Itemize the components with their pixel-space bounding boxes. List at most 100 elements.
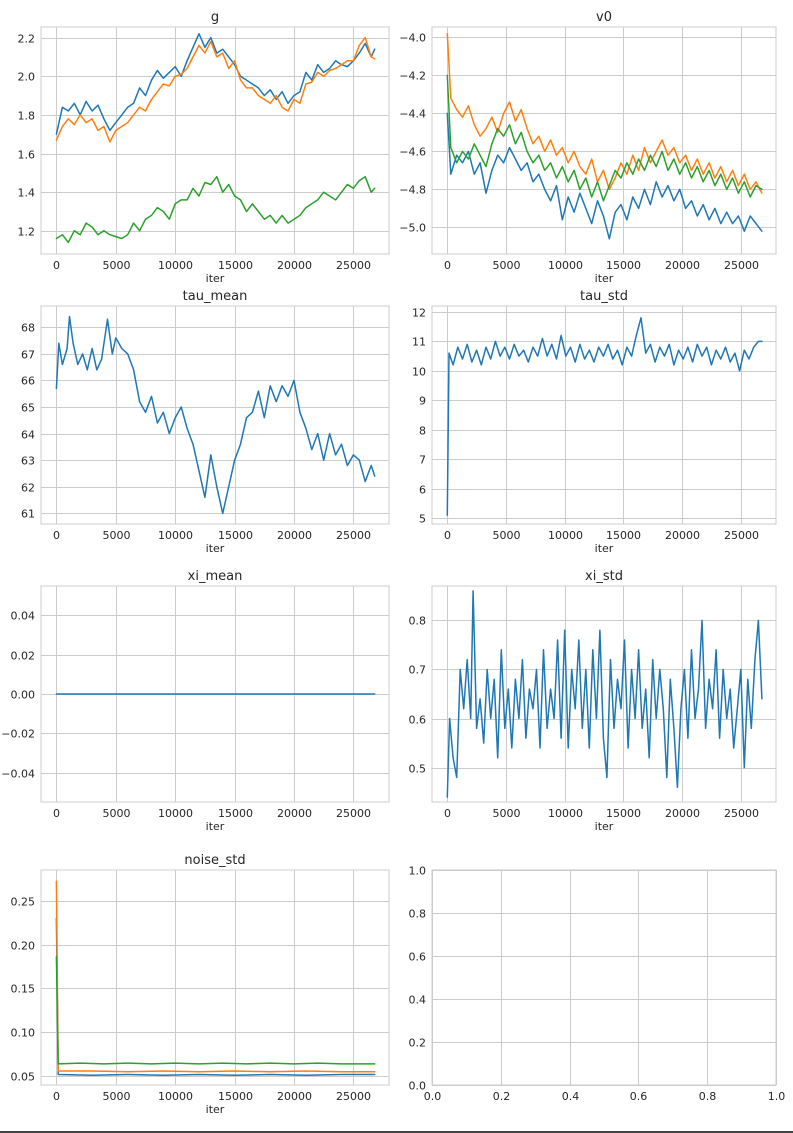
plot-area-g	[40, 26, 390, 255]
series-line-noise_std-0	[55, 917, 376, 1077]
panel-tau_std: 0 5000 10000 15000 20000 25000 5 6 7 8 9 10 11 12 tau_…	[412, 289, 777, 555]
y-tick-label: 68	[21, 322, 35, 335]
y-tick-label: 0.05	[11, 1071, 36, 1084]
chart-title: xi_std	[585, 569, 623, 584]
x-tick-label: 20000	[665, 259, 700, 272]
chart-title: xi_mean	[188, 569, 243, 584]
series-line-v0-0	[446, 112, 763, 240]
y-tick-label: 0.6	[409, 714, 427, 727]
x-tick-label: 10000	[548, 529, 583, 542]
plot-area-noise_std	[40, 869, 390, 1086]
x-tick-label: 1.0	[768, 1090, 786, 1103]
x-axis-label: iter	[595, 820, 614, 833]
panel-empty: 0.0 0.2 0.4 0.6 0.8 1.0 0.0 0.2 0.4 0.6 0.8 1.0	[409, 865, 786, 1104]
window-bottom-edge	[0, 1131, 793, 1133]
y-tick-label: 2.0	[18, 71, 36, 84]
series-line-tau_std-0	[446, 317, 763, 516]
y-tick-label: 8	[419, 425, 426, 438]
series-line-g-1	[55, 36, 376, 143]
y-tick-label: 6	[419, 484, 426, 497]
x-tick-label: 15000	[218, 259, 253, 272]
x-tick-label: 20000	[277, 807, 312, 820]
y-tick-label: −4.4	[399, 108, 426, 121]
x-axis-label: iter	[595, 272, 614, 285]
x-tick-label: 25000	[724, 529, 759, 542]
x-axis-label: iter	[206, 1103, 225, 1116]
series-line-v0-1	[446, 32, 763, 194]
panel-xi_mean: 0 5000 10000 15000 20000 25000 −0.04 −0.02 0.00 0…	[1, 569, 390, 833]
panel-tau_mean: 0 5000 10000 15000 20000 25000 61 62 63 64 65 66 67 6…	[21, 289, 390, 555]
y-tick-label: 0.00	[11, 689, 36, 702]
y-tick-label: 64	[21, 429, 35, 442]
x-tick-label: 10000	[158, 529, 193, 542]
panel-g: 0 5000 10000 15000 20000 25000 1.2 1.4 1.6 1.8 2.0…	[18, 10, 390, 285]
chart-title: tau_std	[580, 289, 628, 304]
x-tick-label: 5000	[493, 807, 521, 820]
y-tick-label: −4.0	[399, 32, 426, 45]
x-tick-label: 0.8	[699, 1090, 717, 1103]
x-axis-label: iter	[206, 272, 225, 285]
x-tick-label: 20000	[665, 807, 700, 820]
x-tick-label: 10000	[158, 1090, 193, 1103]
x-tick-label: 0.2	[493, 1090, 511, 1103]
y-tick-label: 61	[21, 508, 35, 521]
x-tick-label: 0	[53, 529, 60, 542]
x-tick-label: 0.4	[562, 1090, 580, 1103]
x-tick-label: 20000	[277, 1090, 312, 1103]
x-tick-label: 0	[53, 1090, 60, 1103]
series-line-v0-2	[446, 74, 763, 202]
series-line-noise_std-2	[55, 956, 376, 1065]
y-tick-label: 1.8	[18, 110, 36, 123]
x-tick-label: 0	[53, 259, 60, 272]
x-tick-label: 20000	[665, 529, 700, 542]
x-tick-label: 5000	[103, 1090, 131, 1103]
x-tick-label: 25000	[336, 259, 371, 272]
y-tick-label: 7	[419, 454, 426, 467]
y-tick-label: 67	[21, 349, 35, 362]
x-tick-label: 15000	[218, 1090, 253, 1103]
y-tick-label: 1.2	[18, 226, 36, 239]
y-tick-label: 1.4	[18, 187, 36, 200]
y-tick-label: 0.8	[409, 615, 427, 628]
x-tick-label: 5000	[103, 807, 131, 820]
panel-v0: 0 5000 10000 15000 20000 25000 −5.0 −4.8 −4.6 −4.…	[399, 10, 777, 285]
y-tick-label: 0.20	[11, 940, 36, 953]
y-tick-label: 0.04	[11, 610, 36, 623]
y-tick-label: 0.4	[409, 994, 427, 1007]
x-tick-label: 0.6	[630, 1090, 648, 1103]
x-tick-label: 25000	[724, 807, 759, 820]
x-tick-label: 10000	[158, 807, 193, 820]
chart-title: v0	[596, 10, 612, 25]
x-tick-label: 20000	[277, 259, 312, 272]
x-axis-label: iter	[206, 820, 225, 833]
y-tick-label: 0.10	[11, 1027, 36, 1040]
x-tick-label: 0.0	[424, 1090, 442, 1103]
y-tick-label: 0.25	[11, 896, 36, 909]
plot-area-tau_mean	[40, 305, 390, 525]
y-tick-label: 0.0	[409, 1080, 427, 1093]
x-tick-label: 25000	[336, 1090, 371, 1103]
x-tick-label: 15000	[218, 807, 253, 820]
x-tick-label: 10000	[548, 259, 583, 272]
y-tick-label: 5	[419, 513, 426, 526]
y-tick-label: 0.02	[11, 650, 36, 663]
y-tick-label: 10	[412, 366, 426, 379]
series-line-g-0	[55, 33, 376, 135]
chart-title: noise_std	[184, 853, 245, 868]
x-tick-label: 5000	[103, 529, 131, 542]
x-tick-label: 25000	[336, 807, 371, 820]
series-line-xi_std-0	[446, 590, 763, 798]
y-tick-label: 0.6	[409, 951, 427, 964]
y-tick-label: 11	[412, 336, 426, 349]
plot-area-tau_std	[431, 305, 777, 525]
x-tick-label: 15000	[606, 807, 641, 820]
y-tick-label: 66	[21, 375, 35, 388]
x-tick-label: 10000	[548, 807, 583, 820]
y-tick-label: 62	[21, 482, 35, 495]
y-tick-label: 2.2	[18, 33, 36, 46]
x-tick-label: 0	[53, 807, 60, 820]
y-tick-label: 12	[412, 307, 426, 320]
y-tick-label: 1.6	[18, 149, 36, 162]
x-tick-label: 10000	[158, 259, 193, 272]
